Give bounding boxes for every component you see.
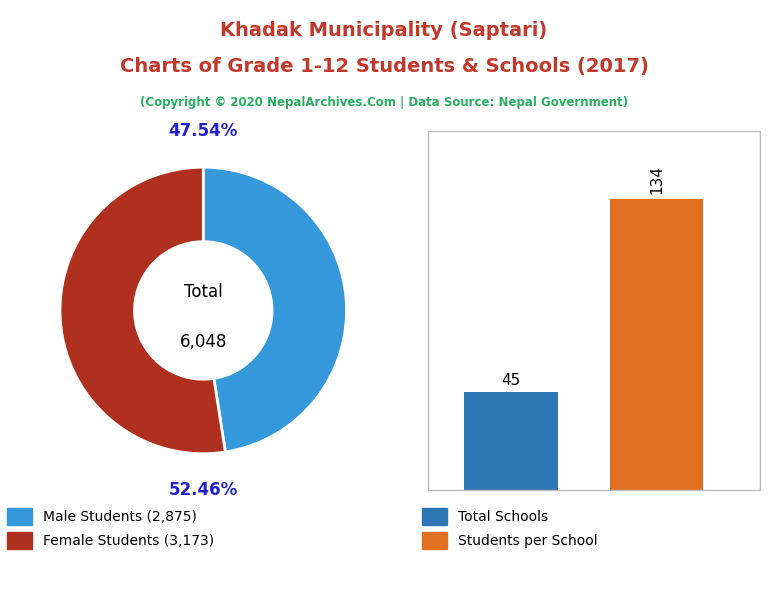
Legend: Total Schools, Students per School: Total Schools, Students per School (418, 504, 602, 553)
Text: 52.46%: 52.46% (169, 481, 238, 498)
Bar (428, 131, 760, 490)
Text: 134: 134 (649, 165, 664, 194)
Text: (Copyright © 2020 NepalArchives.Com | Data Source: Nepal Government): (Copyright © 2020 NepalArchives.Com | Da… (140, 96, 628, 109)
Wedge shape (60, 167, 225, 454)
Text: 47.54%: 47.54% (169, 122, 238, 140)
Bar (610, 199, 703, 490)
Text: Khadak Municipality (Saptari): Khadak Municipality (Saptari) (220, 21, 548, 40)
Text: Total: Total (184, 283, 223, 301)
Bar (464, 392, 558, 490)
Text: 6,048: 6,048 (180, 333, 227, 351)
Text: Charts of Grade 1-12 Students & Schools (2017): Charts of Grade 1-12 Students & Schools … (120, 57, 648, 76)
Wedge shape (204, 167, 346, 452)
Legend: Male Students (2,875), Female Students (3,173): Male Students (2,875), Female Students (… (2, 504, 218, 553)
Text: 45: 45 (502, 373, 521, 387)
